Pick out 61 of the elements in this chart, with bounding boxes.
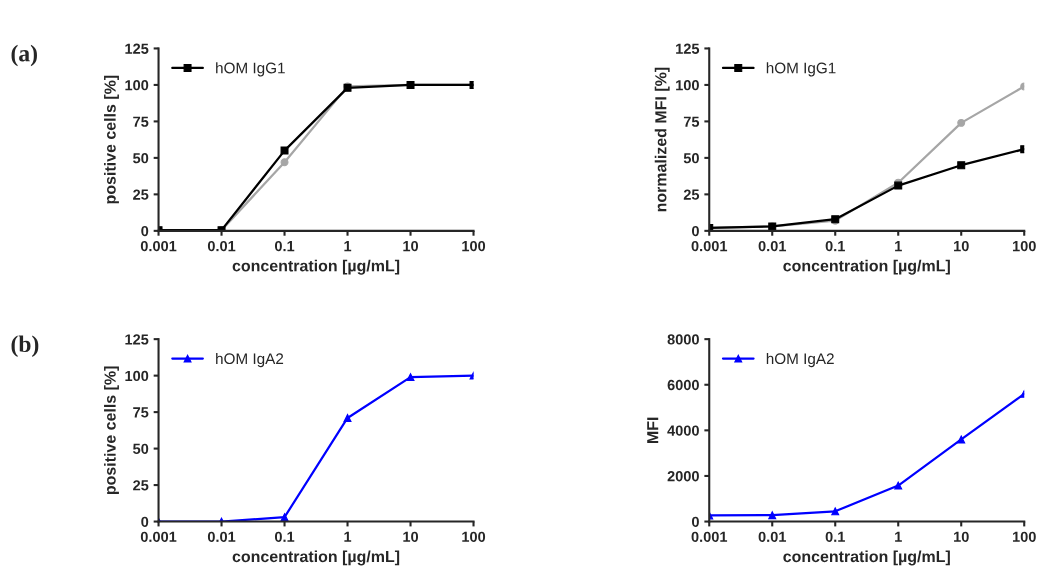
y-tick-label: 25 <box>683 189 700 200</box>
x-tick-label: 0.001 <box>140 531 177 542</box>
x-tick-label: 10 <box>954 240 969 252</box>
x-tick-label: 0.1 <box>825 240 845 252</box>
y-axis-title: positive cells [%] <box>104 366 119 495</box>
x-axis-title: concentration [µg/mL] <box>232 550 400 566</box>
x-tick-label: 10 <box>403 240 419 252</box>
x-tick-label: 0.1 <box>825 531 845 542</box>
y-tick-label: 125 <box>125 43 149 54</box>
x-tick-label: 0.01 <box>758 531 787 542</box>
x-tick-label: 0.1 <box>274 531 295 542</box>
x-tick-label: 0.01 <box>207 240 236 252</box>
y-tick-label: 0 <box>141 516 149 527</box>
x-tick-label: 0.1 <box>274 240 295 252</box>
text: (b) <box>11 335 39 357</box>
y-tick-label: 0 <box>691 225 699 237</box>
y-tick-label: 50 <box>683 152 699 164</box>
legend-label: hOM IgG1 <box>216 62 285 77</box>
x-tick-label: 10 <box>954 531 969 542</box>
x-tick-label: 1 <box>344 531 352 542</box>
y-axis-title: positive cells [%] <box>104 75 119 204</box>
y-tick-label: 25 <box>133 480 149 491</box>
y-axis-title: MFI <box>647 417 659 444</box>
x-tick-label: 0.01 <box>207 531 236 542</box>
x-tick-label: 0.001 <box>691 240 728 252</box>
legend-label: hOM IgG1 <box>766 62 836 77</box>
y-tick-label: 50 <box>133 443 149 455</box>
x-tick-label: 10 <box>403 531 419 542</box>
y-tick-label: 8000 <box>667 334 699 345</box>
text: (a) <box>11 44 37 67</box>
y-axis-title: normalized MFI [%] <box>654 67 670 212</box>
y-tick-label: 6000 <box>667 379 699 391</box>
y-tick-label: 125 <box>676 43 700 54</box>
y-tick-label: 50 <box>133 152 149 164</box>
y-tick-label: 100 <box>125 80 149 91</box>
x-axis-title: concentration [µg/mL] <box>783 550 950 566</box>
y-tick-label: 75 <box>133 407 149 418</box>
x-axis-title: concentration [µg/mL] <box>232 259 400 275</box>
x-tick-label: 1 <box>895 531 902 542</box>
y-tick-label: 100 <box>676 80 699 91</box>
x-tick-label: 1 <box>895 241 902 252</box>
y-tick-label: 0 <box>141 225 149 237</box>
x-tick-label: 100 <box>462 240 486 252</box>
x-tick-label: 100 <box>1012 531 1036 542</box>
x-tick-label: 0.001 <box>140 240 177 252</box>
y-tick-label: 4000 <box>667 425 699 436</box>
y-tick-label: 2000 <box>667 471 699 482</box>
x-tick-label: 1 <box>344 241 352 252</box>
legend-label: hOM IgA2 <box>216 352 284 368</box>
x-axis-title: concentration [µg/mL] <box>783 259 950 275</box>
y-tick-label: 0 <box>691 516 699 527</box>
x-tick-label: 0.001 <box>691 531 728 542</box>
x-tick-label: 0.01 <box>758 240 787 252</box>
y-tick-label: 25 <box>133 189 149 200</box>
y-tick-label: 100 <box>125 370 149 382</box>
legend-label: hOM IgA2 <box>766 352 834 368</box>
y-tick-label: 125 <box>125 334 149 345</box>
x-tick-label: 100 <box>462 531 486 542</box>
x-tick-label: 100 <box>1012 240 1036 252</box>
y-tick-label: 75 <box>683 116 700 127</box>
y-tick-label: 75 <box>133 116 149 127</box>
